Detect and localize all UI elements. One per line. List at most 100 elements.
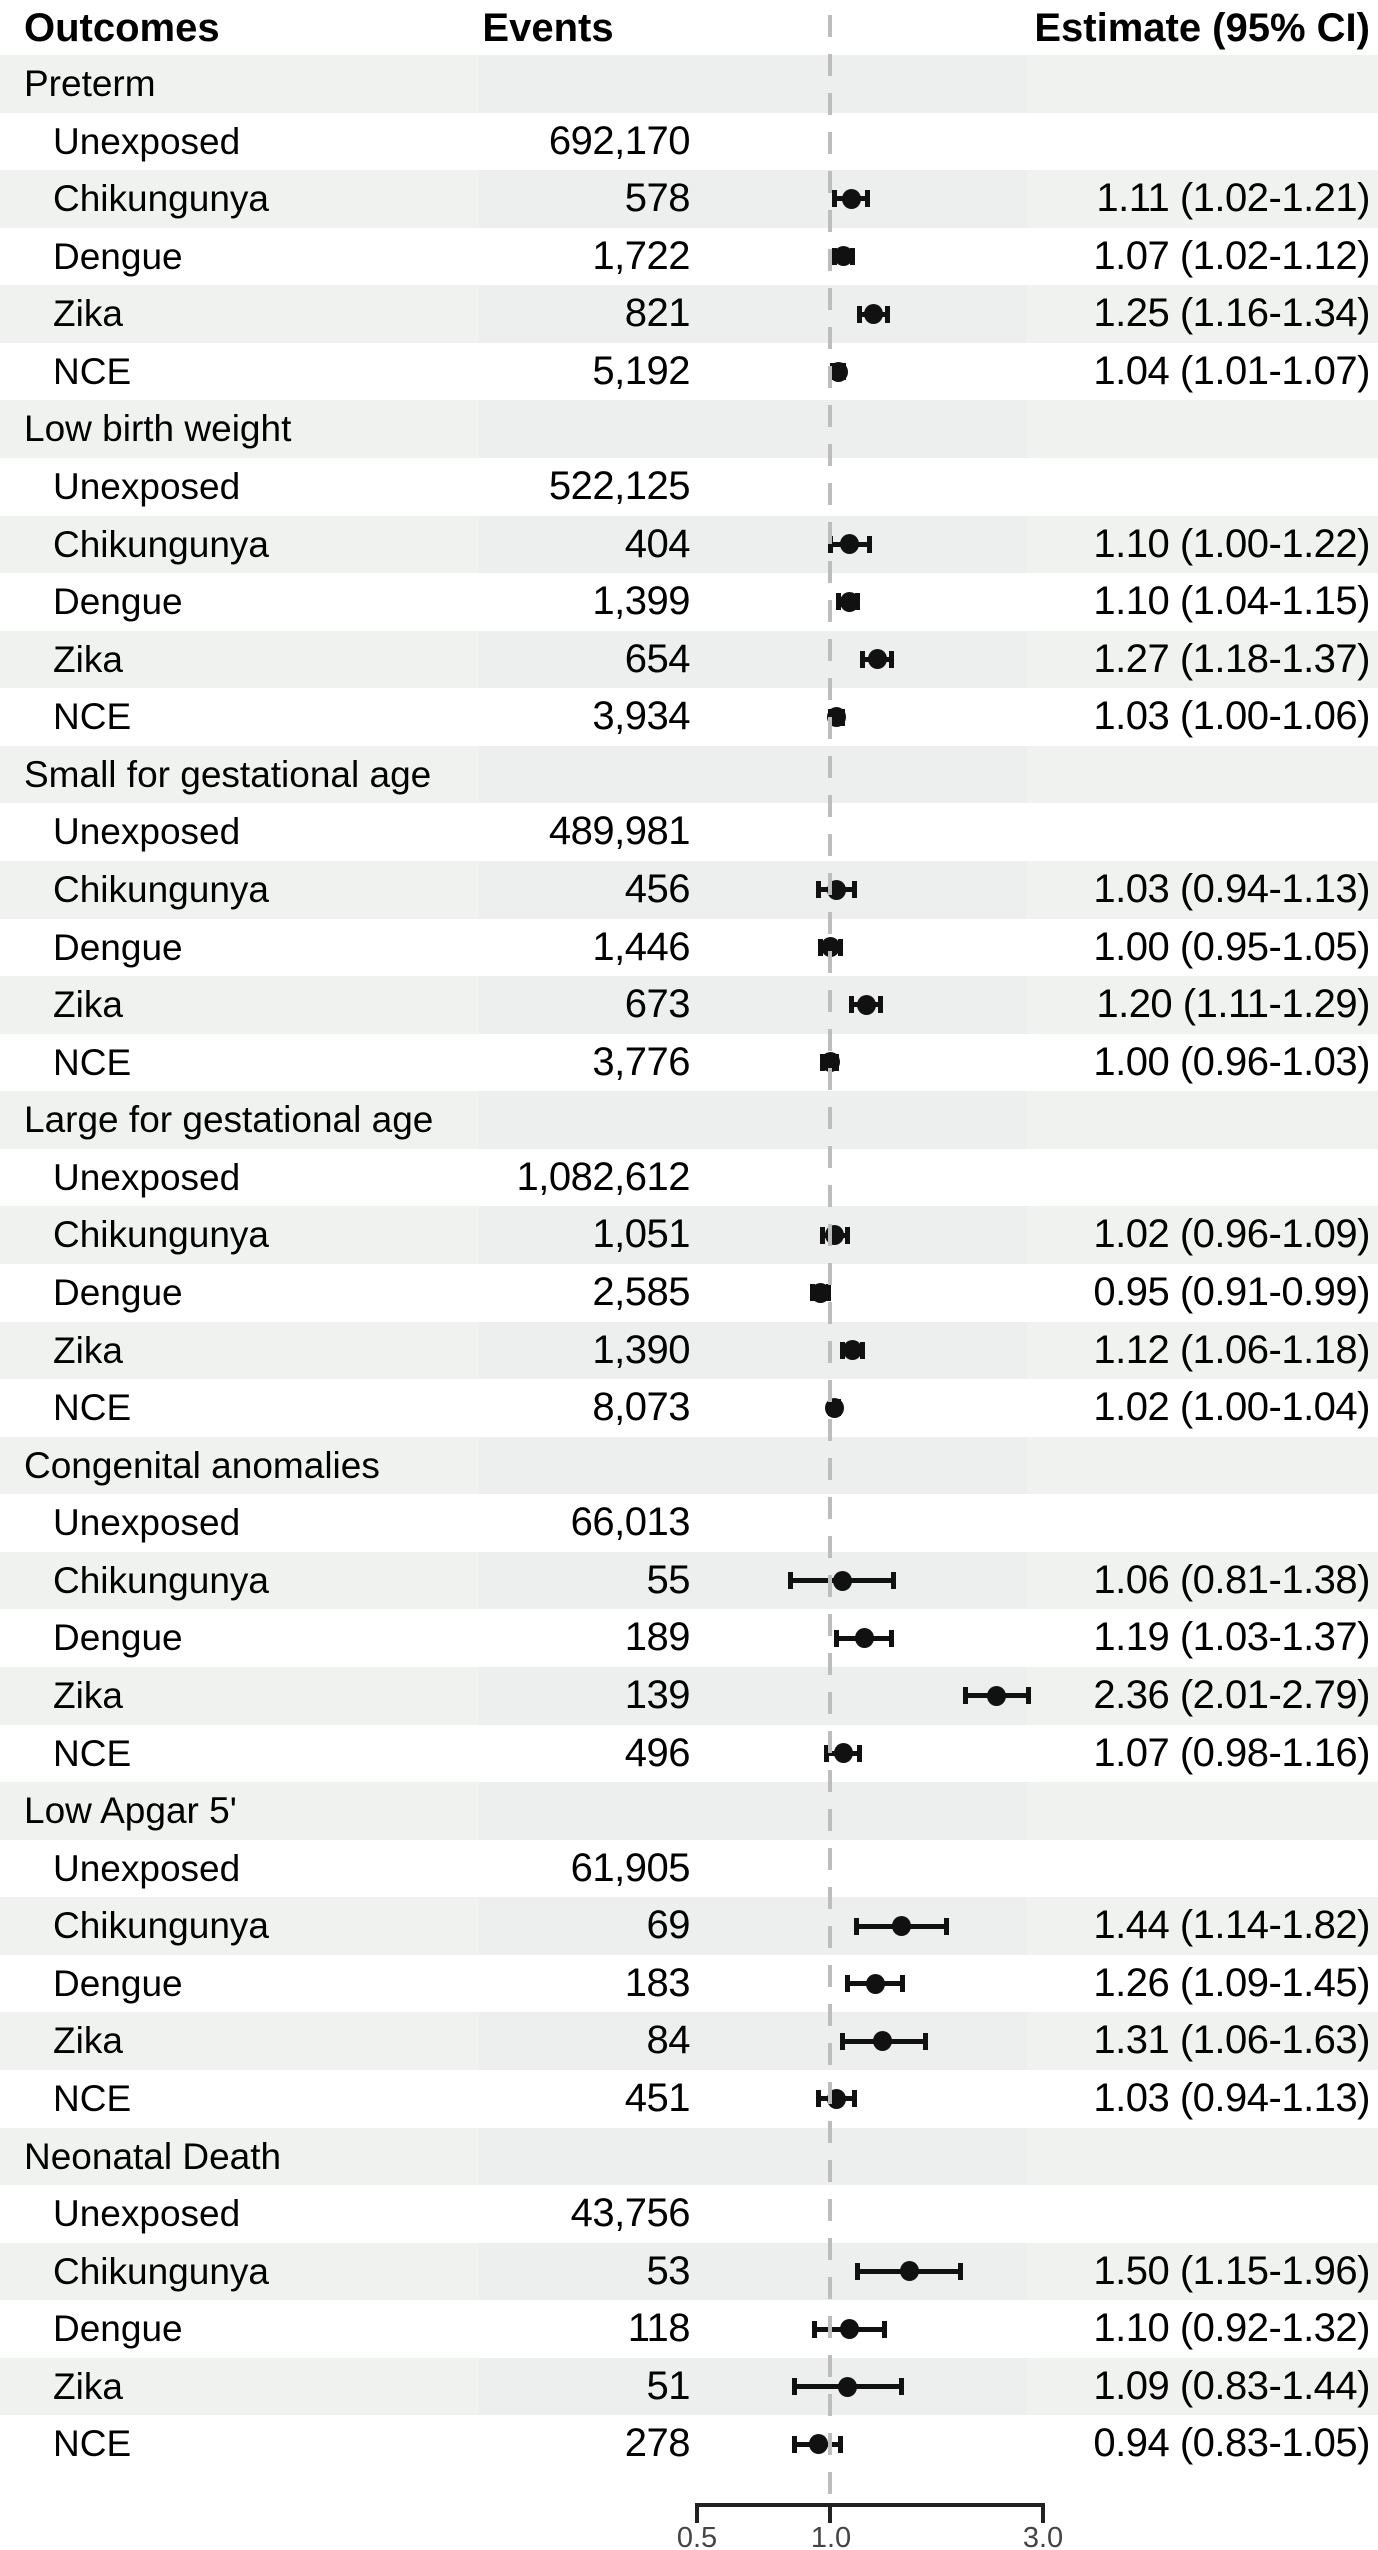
events-value: 496 [624,1730,691,1775]
data-row: Dengue 183 1.26 (1.09-1.45) [0,1955,1378,2013]
data-row: Zika 84 1.31 (1.06-1.63) [0,2012,1378,2070]
section-header-row: Low Apgar 5' [0,1782,1378,1840]
data-row: NCE 3,934 1.03 (1.00-1.06) [0,688,1378,746]
events-value: 43,756 [570,2191,691,2236]
events-value: 522,125 [548,463,691,508]
events-value: 118 [627,2306,691,2351]
point-estimate-dot [834,1743,854,1764]
estimate-ci-value: 1.03 (0.94-1.13) [1093,866,1370,911]
point-estimate-dot [856,994,876,1015]
exposure-label: NCE [53,696,132,738]
point-estimate-dot [843,1340,863,1361]
ci-cap-right [884,305,890,323]
exposure-label: Zika [53,2020,123,2062]
ci-cap-right [851,2090,857,2108]
events-value: 55 [646,1557,691,1602]
events-value: 1,722 [592,233,690,278]
ci-cap-right [837,938,843,956]
estimate-ci-value: 1.19 (1.03-1.37) [1093,1615,1370,1660]
outcome-section-label: Low birth weight [24,408,292,450]
ci-cap-left [812,2320,818,2338]
estimate-ci-value: 1.07 (1.02-1.12) [1093,233,1370,278]
estimate-ci-value: 1.00 (0.95-1.05) [1093,924,1370,969]
ci-cap-right [877,996,883,1014]
events-value: 821 [624,291,691,336]
ci-cap-left [835,593,841,611]
estimate-ci-value: 1.10 (1.00-1.22) [1093,521,1370,566]
events-value: 654 [624,636,691,681]
exposure-label: Chikungunya [53,2250,269,2292]
data-row: Dengue 1,399 1.10 (1.04-1.15) [0,573,1378,631]
ci-cap-right [922,2032,928,2050]
events-value: 578 [624,176,691,221]
events-value: 1,399 [592,579,690,624]
exposure-label: Chikungunya [53,1905,269,1947]
events-value: 278 [624,2421,691,2466]
estimate-ci-value: 1.31 (1.06-1.63) [1093,2018,1370,2063]
estimate-ci-value: 1.04 (1.01-1.07) [1093,348,1370,393]
ci-cap-right [866,535,872,553]
events-value: 2,585 [592,1269,690,1314]
exposure-label: Dengue [53,235,183,277]
outcome-section-label: Congenital anomalies [24,1444,380,1486]
ci-cap-left [792,2378,798,2396]
exposure-label: Chikungunya [53,1559,269,1601]
events-value: 456 [624,866,691,911]
point-estimate-dot [841,188,861,209]
exposure-label: Chikungunya [53,178,269,220]
exposure-label: NCE [53,2423,132,2465]
ci-cap-left [816,881,822,899]
data-row: Zika 821 1.25 (1.16-1.34) [0,285,1378,343]
exposure-label: Unexposed [53,1502,241,1544]
exposure-label: NCE [53,1041,132,1083]
ci-cap-right [900,1975,906,1993]
ci-cap-right [889,650,895,668]
exposure-label: NCE [53,1732,132,1774]
estimate-ci-value: 1.10 (1.04-1.15) [1093,579,1370,624]
data-row: Zika 673 1.20 (1.11-1.29) [0,976,1378,1034]
ci-cap-right [943,1917,949,1935]
estimate-ci-value: 1.25 (1.16-1.34) [1093,291,1370,336]
x-axis-tick [1041,2503,1045,2523]
exposure-label: Zika [53,293,123,335]
section-header-row: Small for gestational age [0,745,1378,804]
x-axis-tick-label: 0.5 [676,2522,718,2550]
exposure-label: Chikungunya [53,523,269,565]
outcome-section-label: Large for gestational age [24,1099,434,1141]
data-row: Dengue 2,585 0.95 (0.91-0.99) [0,1264,1378,1322]
ci-cap-left [839,2032,845,2050]
events-value: 673 [624,982,691,1027]
exposure-label: Unexposed [53,2193,241,2235]
events-value: 3,934 [592,694,690,739]
ci-cap-right [889,1629,895,1647]
events-value: 189 [624,1615,691,1660]
data-row: Unexposed 66,013 [0,1494,1378,1552]
point-estimate-dot [854,1628,874,1649]
data-row: NCE 3,776 1.00 (0.96-1.03) [0,1034,1378,1092]
exposure-label: Unexposed [53,811,241,853]
point-estimate-dot [837,2376,857,2397]
data-row: Chikungunya 55 1.06 (0.81-1.38) [0,1551,1378,1610]
events-value: 1,051 [592,1212,690,1257]
ci-cap-right [881,2320,887,2338]
exposure-label: Chikungunya [53,1214,269,1256]
estimate-ci-value: 0.94 (0.83-1.05) [1093,2421,1370,2466]
outcome-section-label: Low Apgar 5' [24,1790,237,1832]
reference-line-dashed [828,15,832,2505]
events-value: 3,776 [592,1039,690,1084]
section-header-row: Preterm [0,55,1378,113]
point-estimate-dot [873,2031,893,2052]
x-axis-tick-label: 1.0 [810,2522,852,2550]
estimate-ci-value: 0.95 (0.91-0.99) [1093,1269,1370,1314]
ci-cap-left [848,996,854,1014]
column-header-outcomes: Outcomes [24,6,220,50]
exposure-label: NCE [53,350,132,392]
events-value: 451 [624,2075,691,2120]
column-header-events: Events [482,6,614,50]
exposure-label: Dengue [53,2308,183,2350]
x-axis-tick-label: 3.0 [1022,2522,1064,2550]
point-estimate-dot [839,2319,859,2340]
estimate-ci-value: 1.12 (1.06-1.18) [1093,1327,1370,1372]
ci-cap-right [865,190,871,208]
data-row: Zika 654 1.27 (1.18-1.37) [0,630,1378,689]
